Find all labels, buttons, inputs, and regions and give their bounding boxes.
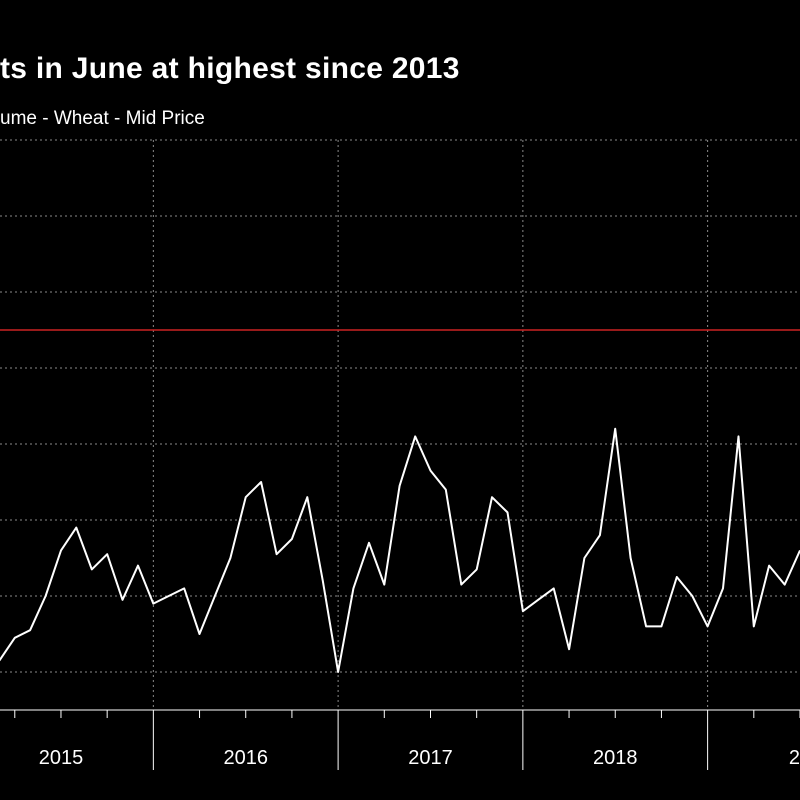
series-group (0, 427, 800, 673)
x-tick-label: 2016 (223, 747, 268, 769)
series-line (0, 427, 800, 673)
x-tick-label: 2018 (593, 747, 638, 769)
chart-subtitle: ume - Wheat - Mid Price (0, 108, 205, 129)
x-tick-label: 2017 (408, 747, 453, 769)
x-tick-label: 20 (789, 747, 800, 769)
x-tick-label: 2015 (39, 747, 84, 769)
x-axis (0, 709, 800, 770)
chart-title: ts in June at highest since 2013 (0, 52, 460, 85)
x-tick-labels: 2015 2016 2017 2018 20 (39, 747, 800, 769)
grid-lines (0, 139, 800, 710)
